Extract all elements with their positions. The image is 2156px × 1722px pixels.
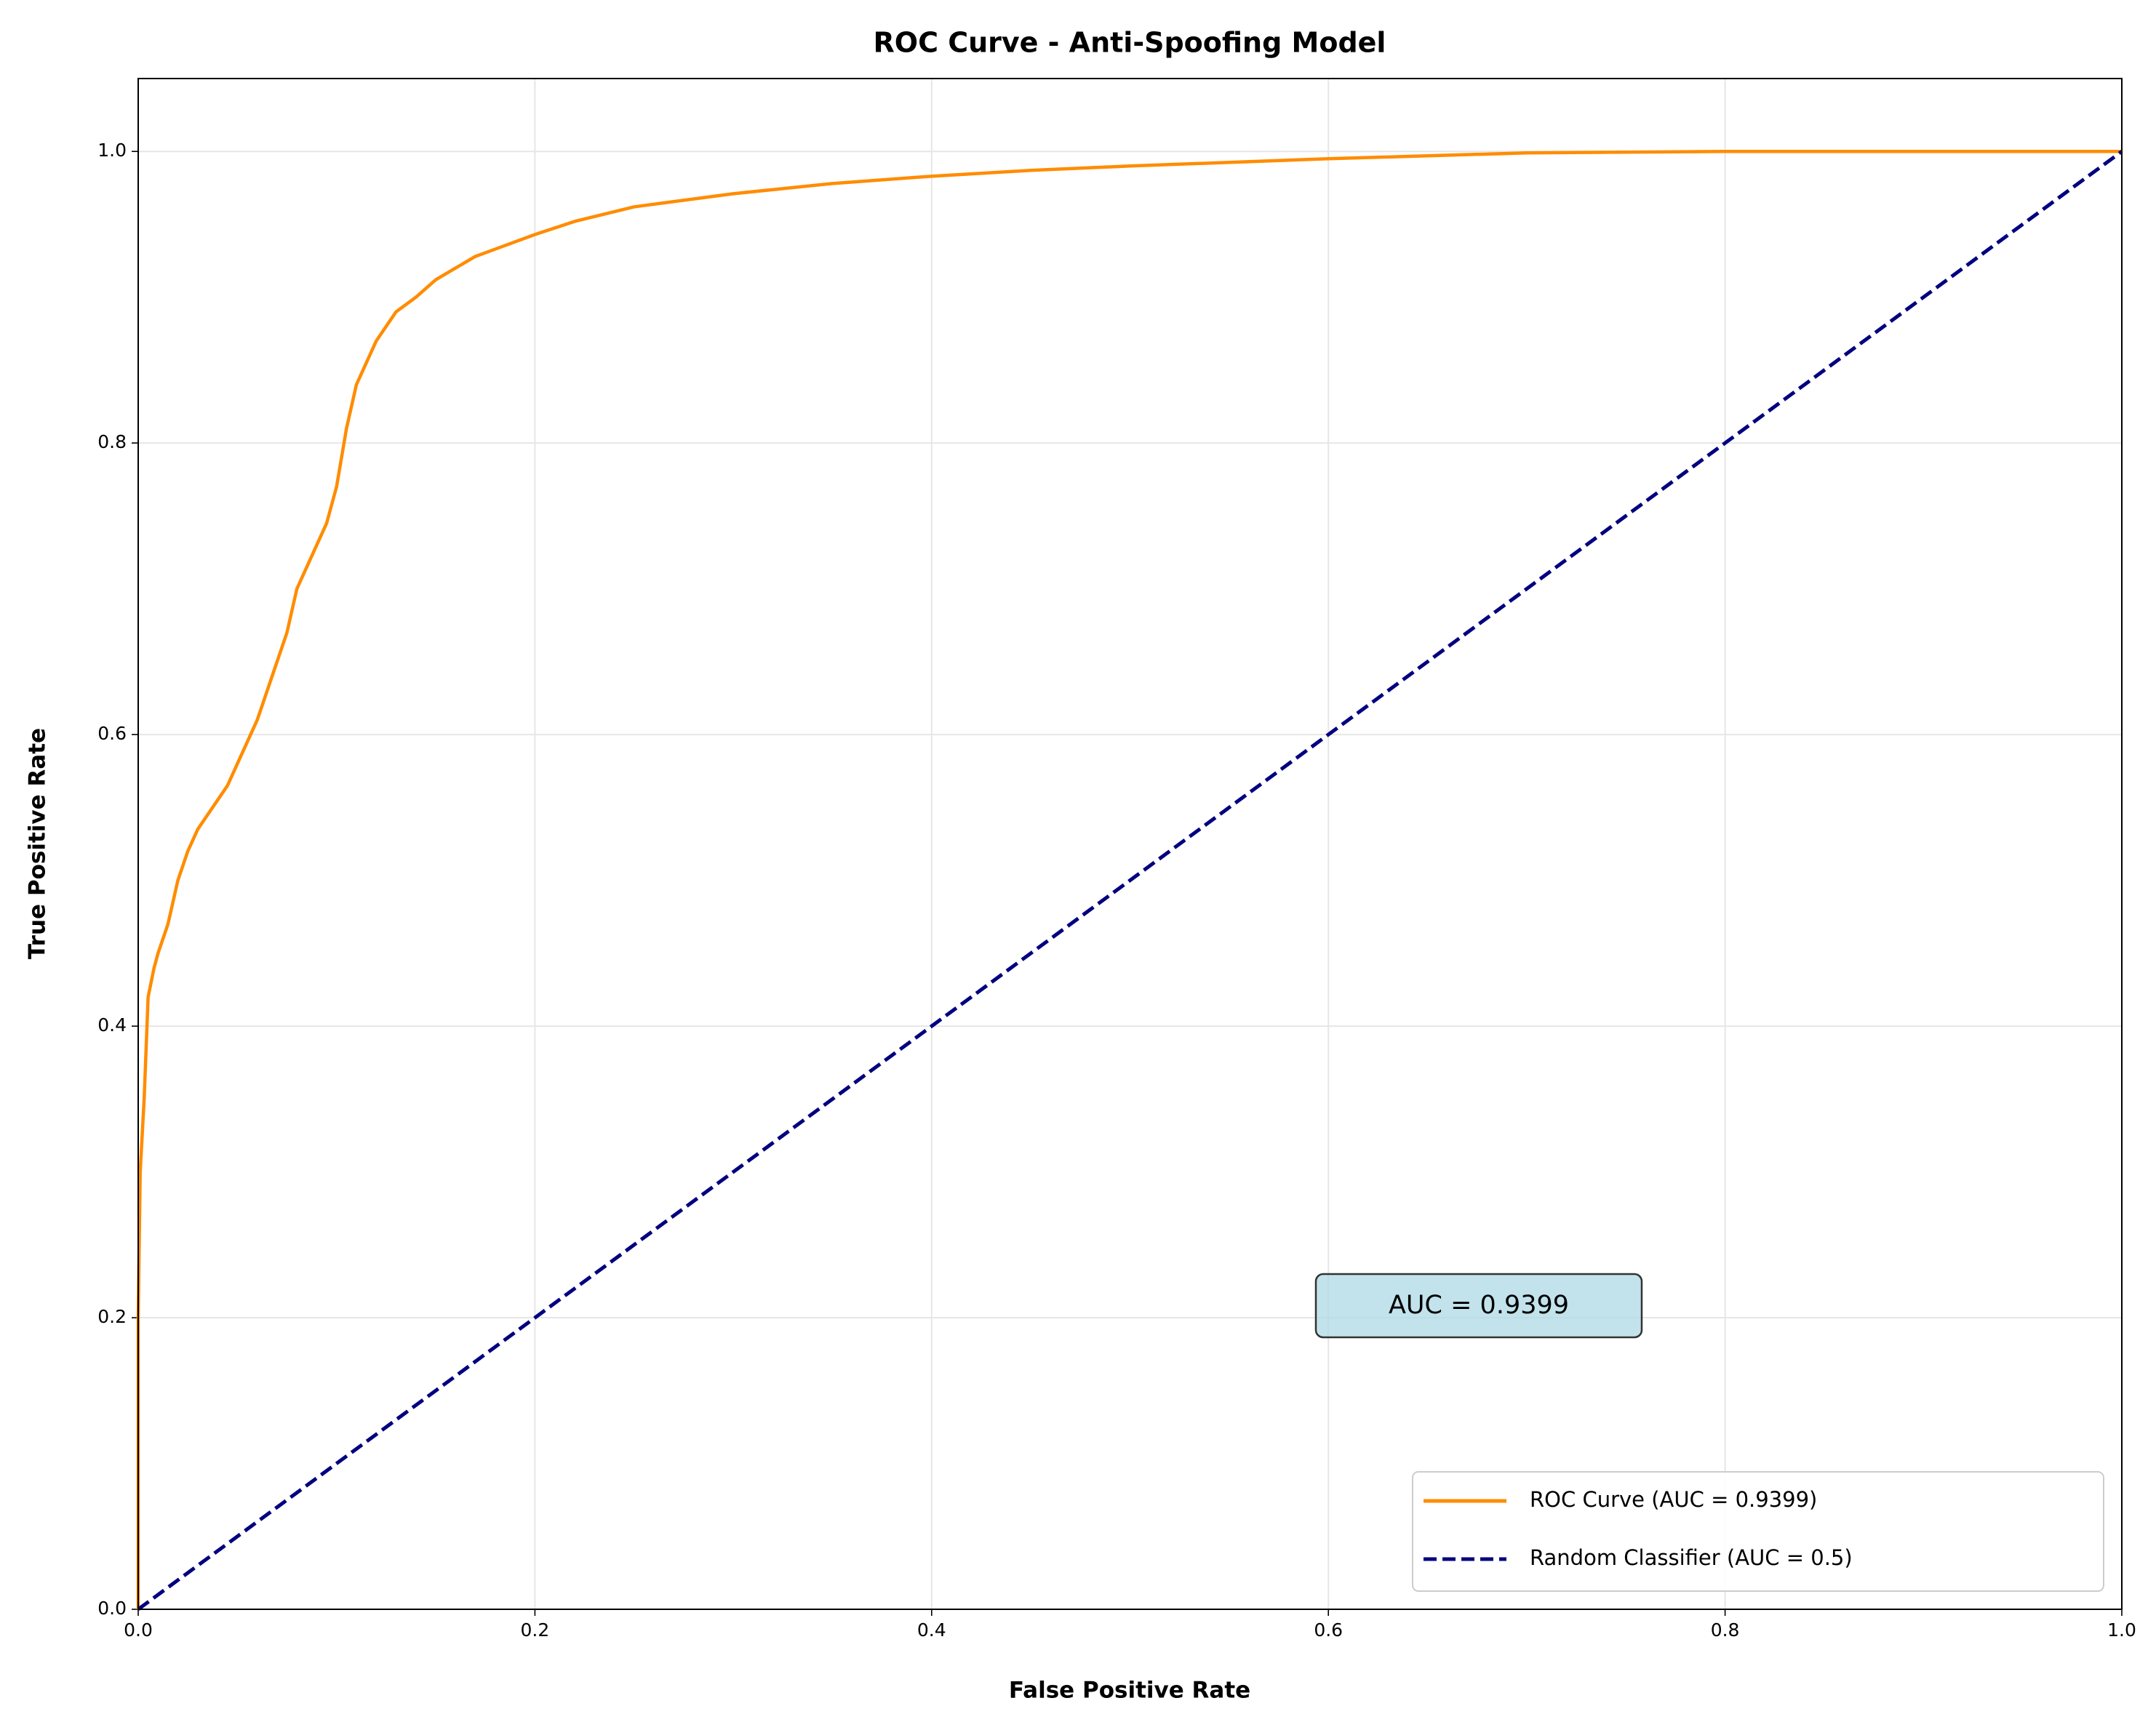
y-tick-label: 0.6 <box>97 723 127 744</box>
plot-frame <box>137 78 2123 1610</box>
legend-box <box>1412 1471 2104 1592</box>
data-line <box>137 150 2123 1611</box>
x-tick-label: 1.0 <box>2107 1619 2136 1641</box>
annotation-box <box>1314 1273 1643 1339</box>
x-tick-label: 0.6 <box>1314 1619 1343 1641</box>
y-tick-label: 0.0 <box>97 1598 127 1619</box>
y-tick-label: 0.4 <box>97 1014 127 1036</box>
y-tick-label: 1.0 <box>97 140 127 161</box>
chart-title: ROC Curve - Anti-Spoofing Model <box>874 27 1386 59</box>
annotation: AUC = 0.9399 <box>1389 1291 1569 1320</box>
x-tick-label: 0.8 <box>1711 1619 1740 1641</box>
y-tick-label: 0.8 <box>97 431 127 452</box>
legend-label: ROC Curve (AUC = 0.9399) <box>1530 1487 1817 1512</box>
x-tick-label: 0.4 <box>917 1619 946 1641</box>
legend-label: Random Classifier (AUC = 0.5) <box>1530 1545 1853 1570</box>
x-tick-label: 0.0 <box>124 1619 153 1641</box>
y-tick-label: 0.2 <box>97 1306 127 1327</box>
data-line <box>136 149 2122 1609</box>
x-tick-label: 0.2 <box>521 1619 550 1641</box>
x-axis-label: False Positive Rate <box>1009 1678 1250 1704</box>
y-axis-label: True Positive Rate <box>25 728 51 959</box>
